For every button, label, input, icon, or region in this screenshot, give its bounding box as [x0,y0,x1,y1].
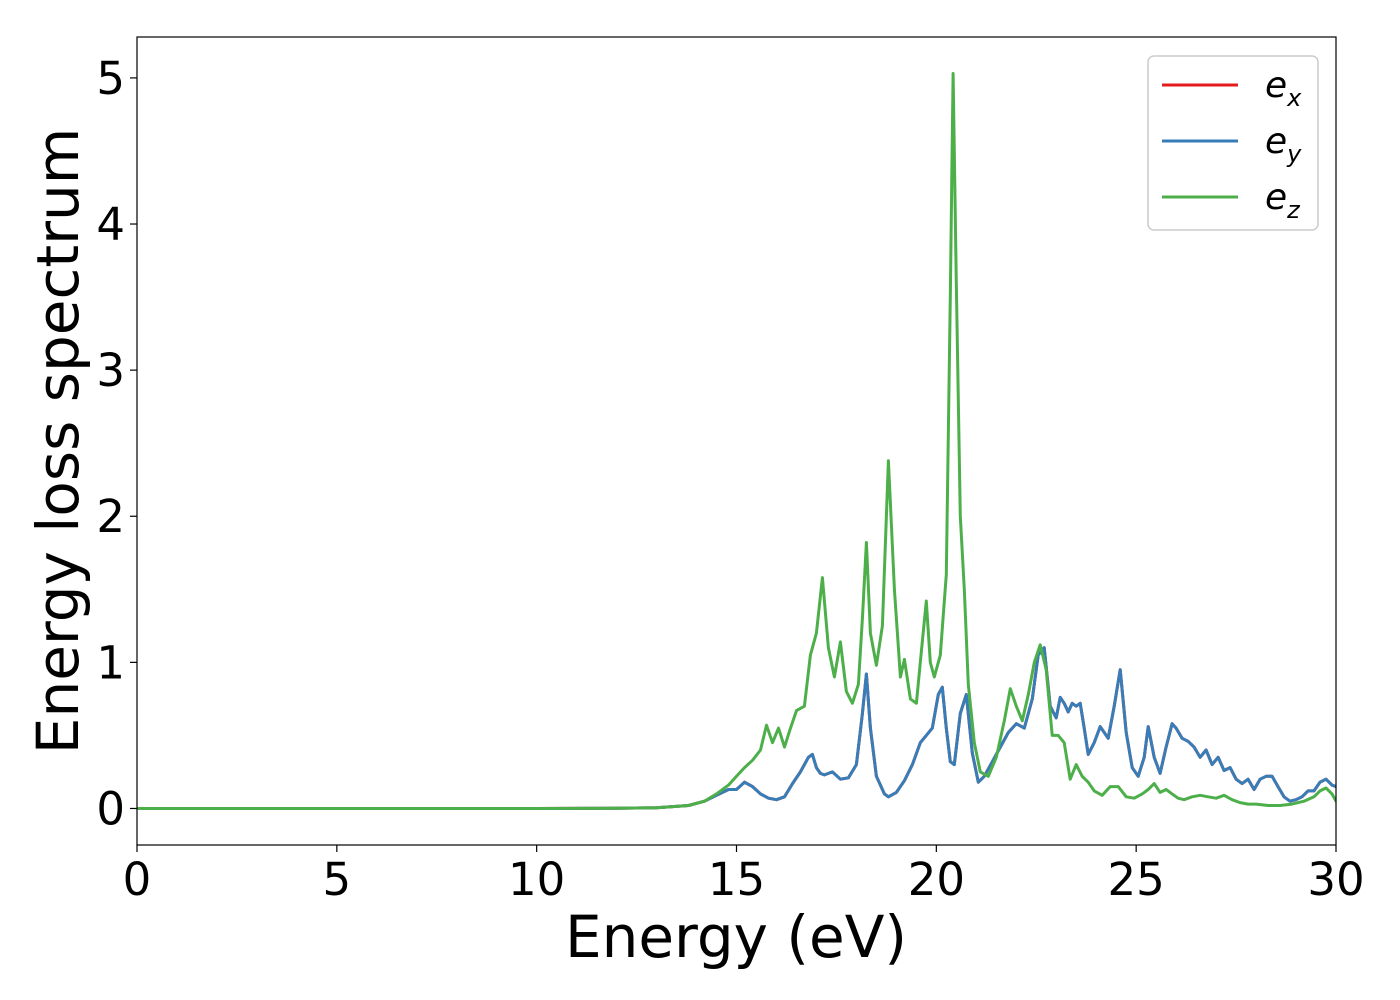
x-axis-label: Energy (eV) [565,903,907,971]
y-tick-label: 5 [96,52,125,105]
x-tick-label: 20 [908,853,965,906]
legend-box [1147,55,1319,231]
y-tick-label: 0 [96,782,125,835]
x-tick-label: 30 [1307,853,1364,906]
series-layer [137,72,1336,810]
x-tick-label: 0 [123,853,152,906]
series-line-ey [137,646,1336,810]
x-tick-label: 15 [708,853,765,906]
x-tick-label: 25 [1108,853,1165,906]
x-tick-label: 5 [323,853,352,906]
legend-label-ex: ex [1265,65,1302,112]
legend-label-ez: ez [1265,177,1301,224]
y-axis: 0 1 2 3 4 5 [96,52,137,835]
y-axis-label: Energy loss spectrum [24,128,92,754]
y-tick-label: 4 [96,198,125,251]
y-tick-label: 1 [96,636,125,689]
x-axis: 0 5 10 15 20 25 30 [123,845,1365,906]
y-tick-label: 3 [96,344,125,397]
x-tick-label: 10 [508,853,565,906]
y-tick-label: 2 [96,490,125,543]
series-line-ez [137,72,1336,810]
legend: ex ey ez [1147,55,1319,231]
legend-label-ey: ey [1265,121,1302,168]
